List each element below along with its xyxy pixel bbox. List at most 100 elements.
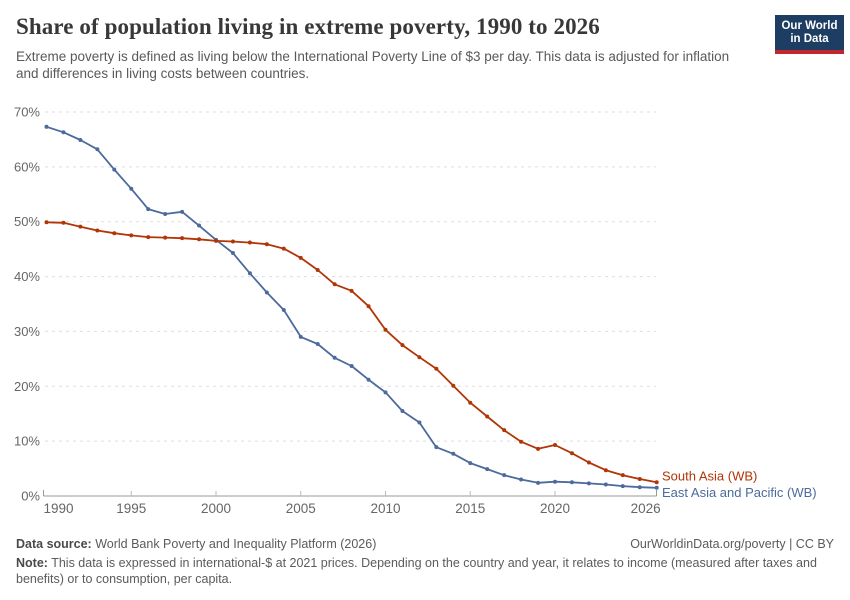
x-tick-label: 1995 — [116, 501, 146, 516]
data-point — [44, 220, 49, 225]
x-axis-ticks — [130, 491, 556, 496]
data-point — [468, 461, 473, 466]
chart-note: Note: This data is expressed in internat… — [16, 555, 834, 587]
data-point — [163, 235, 168, 240]
y-tick-label: 0% — [21, 489, 40, 504]
data-point — [247, 240, 252, 245]
data-point — [451, 451, 456, 456]
data-point — [112, 167, 117, 172]
data-point — [586, 481, 591, 486]
data-point — [95, 147, 100, 152]
data-point — [214, 238, 218, 243]
x-tick-label: 2010 — [370, 501, 400, 516]
y-tick-label: 60% — [14, 159, 40, 174]
data-point — [417, 355, 422, 360]
owid-logo-line1: Our World — [781, 20, 838, 32]
data-point — [78, 137, 83, 142]
y-tick-label: 70% — [14, 105, 40, 120]
data-point — [519, 477, 524, 482]
data-point — [332, 355, 337, 360]
data-point — [519, 439, 524, 444]
data-point — [298, 255, 303, 260]
x-axis-line — [43, 490, 657, 497]
data-point — [332, 282, 337, 287]
series-label: East Asia and Pacific (WB) — [662, 485, 817, 500]
data-point — [434, 366, 439, 371]
data-point — [417, 420, 422, 425]
series-east-asia-and-pacific-wb — [44, 124, 659, 490]
data-point — [281, 308, 286, 313]
data-point — [553, 442, 557, 447]
data-point — [536, 446, 541, 451]
data-point — [383, 327, 388, 332]
data-point — [197, 223, 202, 228]
data-point — [434, 445, 439, 450]
data-source: Data source: World Bank Poverty and Ineq… — [16, 536, 376, 552]
data-point — [180, 236, 185, 241]
data-point — [349, 363, 354, 368]
data-point — [637, 476, 642, 481]
series-south-asia-wb-line — [45, 221, 658, 484]
data-point — [264, 290, 269, 295]
owid-logo: Our World in Data — [775, 15, 844, 54]
y-tick-label: 20% — [14, 379, 40, 394]
data-point — [586, 460, 591, 465]
x-tick-label: 2026 — [631, 501, 661, 516]
y-tick-label: 30% — [14, 324, 40, 339]
data-point — [400, 408, 405, 413]
data-point — [44, 124, 49, 129]
data-point — [451, 383, 456, 388]
data-point — [315, 267, 320, 272]
data-point — [247, 271, 252, 276]
source-row: Data source: World Bank Poverty and Ineq… — [16, 536, 834, 552]
data-point — [129, 186, 134, 191]
data-point — [366, 377, 371, 382]
data-point — [654, 480, 659, 485]
data-point — [536, 480, 541, 485]
data-point — [485, 467, 490, 472]
gridlines — [45, 111, 656, 442]
series-labels: South Asia (WB) East Asia and Pacific (WB… — [662, 468, 817, 499]
data-source-label: Data source: — [16, 537, 92, 551]
data-point — [129, 233, 134, 238]
page-title: Share of population living in extreme po… — [16, 14, 600, 39]
data-point — [315, 342, 320, 347]
x-tick-label: 1990 — [44, 501, 74, 516]
data-point — [146, 207, 151, 212]
series-label: South Asia (WB) — [662, 468, 757, 483]
data-point — [230, 250, 235, 255]
data-point — [298, 334, 303, 339]
data-point — [264, 242, 269, 247]
chart-header: Share of population living in extreme po… — [16, 12, 834, 82]
y-axis-labels: 0% 10% 20% 30% 40% 50% 60% 70% — [14, 105, 40, 504]
data-point — [553, 479, 557, 484]
data-point — [603, 468, 608, 473]
y-tick-label: 50% — [14, 214, 40, 229]
chart-footer: Data source: World Bank Poverty and Ineq… — [16, 536, 834, 587]
data-point — [180, 209, 185, 214]
data-point — [637, 485, 642, 490]
x-tick-label: 2005 — [286, 501, 316, 516]
data-point — [502, 473, 507, 478]
x-axis-labels: 1990 1995 2000 2005 2010 2015 2020 2026 — [44, 501, 661, 516]
data-point — [349, 288, 354, 293]
data-point — [654, 485, 659, 490]
data-point — [502, 428, 507, 433]
data-point — [61, 130, 66, 135]
x-tick-label: 2020 — [540, 501, 570, 516]
data-point — [197, 237, 202, 242]
data-point — [400, 343, 405, 348]
data-point — [383, 390, 388, 395]
data-point — [569, 480, 574, 485]
y-tick-label: 10% — [14, 434, 40, 449]
data-point — [146, 235, 151, 240]
data-point — [78, 224, 83, 229]
y-tick-label: 40% — [14, 269, 40, 284]
data-point — [366, 304, 371, 309]
data-point — [61, 220, 66, 225]
note-label: Note: — [16, 556, 48, 570]
data-point — [485, 414, 490, 419]
data-point — [281, 246, 286, 251]
data-point — [468, 400, 473, 405]
